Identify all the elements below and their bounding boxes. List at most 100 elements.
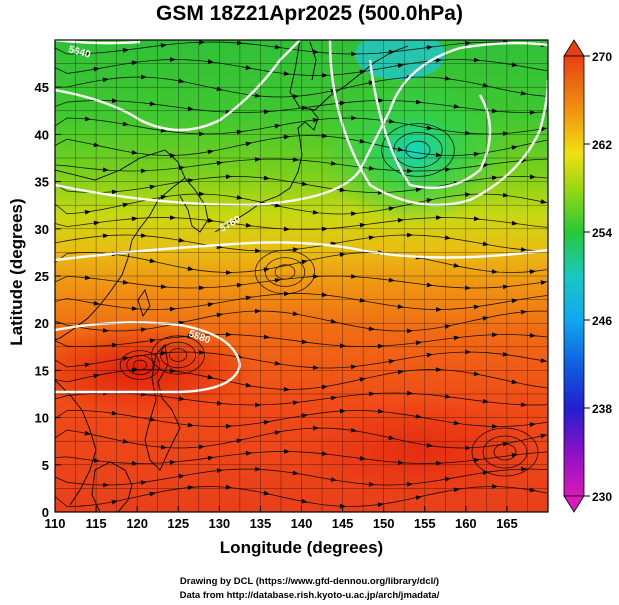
wind-arrow <box>321 451 328 456</box>
y-tick-label: 45 <box>35 80 49 95</box>
wind-arrow <box>453 420 460 426</box>
wind-arrow <box>397 218 404 223</box>
wind-arrow <box>93 220 100 226</box>
x-tick-label: 120 <box>126 516 148 531</box>
wind-arrow <box>187 333 194 339</box>
wind-arrow <box>102 328 109 333</box>
wind-arrow <box>84 275 91 281</box>
wind-arrow <box>520 309 527 315</box>
eddy-streamline <box>393 131 443 168</box>
wind-arrow <box>292 94 299 99</box>
y-tick-label: 15 <box>35 363 49 378</box>
wind-arrow <box>102 233 109 239</box>
wind-arrow <box>207 455 214 461</box>
wind-arrow <box>292 400 299 406</box>
wind-arrow <box>292 157 299 162</box>
wind-arrow <box>464 285 471 291</box>
coastline-indochina <box>55 379 97 506</box>
y-axis: 0 5 10 15 20 25 30 35 40 45 <box>35 80 61 520</box>
wind-arrow <box>312 365 319 370</box>
x-axis-title: Longitude (degrees) <box>219 538 384 557</box>
wind-arrow <box>350 427 357 433</box>
wind-arrow <box>350 115 357 121</box>
wind-arrow <box>359 377 366 382</box>
wind-arrow <box>84 116 91 122</box>
wind-arrow <box>502 441 509 447</box>
wind-arrow <box>368 165 375 171</box>
wind-arrow <box>122 48 129 53</box>
wind-arrow <box>225 332 232 337</box>
wind-arrow <box>131 216 138 222</box>
wind-arrow <box>415 340 422 346</box>
wind-arrow <box>283 134 290 140</box>
y-axis-title: Latitude (degrees) <box>7 198 26 346</box>
colorbar-tick-label: 246 <box>592 314 612 328</box>
wind-arrow <box>453 262 460 268</box>
wind-arrow <box>453 335 460 341</box>
wind-arrow <box>359 138 366 144</box>
wind-arrow <box>131 306 138 311</box>
wind-arrow <box>502 351 509 357</box>
colorbar-bottom-arrow <box>563 495 585 513</box>
wind-arrow <box>377 98 384 103</box>
wind-arrow <box>444 76 451 81</box>
wind-arrow <box>169 153 176 158</box>
x-tick-label: 115 <box>86 516 107 531</box>
wind-arrow <box>207 302 214 307</box>
wind-arrow <box>350 51 357 57</box>
wind-arrow <box>359 222 366 228</box>
wind-arrow <box>312 425 319 431</box>
wind-arrow <box>321 133 328 139</box>
wind-arrow <box>502 284 509 290</box>
wind-arrow <box>225 423 232 429</box>
wind-arrow <box>122 356 129 361</box>
wind-arrow <box>473 57 480 63</box>
y-tick-label: 0 <box>42 505 49 520</box>
colorbar-tick-label: 254 <box>592 226 612 240</box>
wind-arrow <box>178 396 185 401</box>
wind-arrow <box>397 369 404 375</box>
wind-arrow <box>187 106 194 111</box>
wind-arrow <box>377 343 384 349</box>
wind-arrow <box>245 141 252 147</box>
wind-arrow <box>263 334 270 340</box>
eddy-streamline <box>264 257 306 287</box>
wind-arrow <box>464 349 471 355</box>
wind-arrow <box>274 430 281 436</box>
wind-arrow <box>140 168 147 174</box>
wind-arrow <box>415 495 422 501</box>
wind-arrow <box>187 266 194 271</box>
wind-arrow <box>149 338 156 344</box>
wind-arrow <box>263 420 270 425</box>
wind-arrow <box>84 430 91 436</box>
eddy-streamline <box>274 264 296 280</box>
eddy-streamline <box>482 435 528 469</box>
eddy-streamline <box>126 354 154 375</box>
wind-arrow <box>160 350 167 356</box>
wind-arrow <box>473 457 480 463</box>
wind-arrow <box>388 359 395 364</box>
wind-arrow <box>254 308 261 314</box>
x-tick-label: 110 <box>45 516 66 531</box>
wind-arrow <box>482 398 489 404</box>
wind-arrow <box>245 222 252 228</box>
wind-arrow <box>160 43 167 48</box>
y-tick-label: 20 <box>35 316 49 331</box>
eddy-streamline <box>159 341 196 369</box>
x-tick-label: 125 <box>167 516 189 531</box>
wind-arrow <box>207 59 214 64</box>
wind-arrow <box>529 269 536 275</box>
wind-arrow <box>426 125 433 131</box>
wind-arrow <box>254 157 261 162</box>
wind-arrow <box>178 237 185 243</box>
wind-arrow <box>406 481 413 487</box>
cold-low-region <box>320 75 510 225</box>
wind-arrow <box>301 181 308 187</box>
wind-arrow <box>93 458 100 463</box>
colorbar-tick-label: 262 <box>592 138 612 152</box>
wind-arrow <box>520 402 527 408</box>
wind-arrow <box>426 282 433 288</box>
wind-arrow <box>482 162 489 168</box>
wind-arrow <box>122 279 129 285</box>
